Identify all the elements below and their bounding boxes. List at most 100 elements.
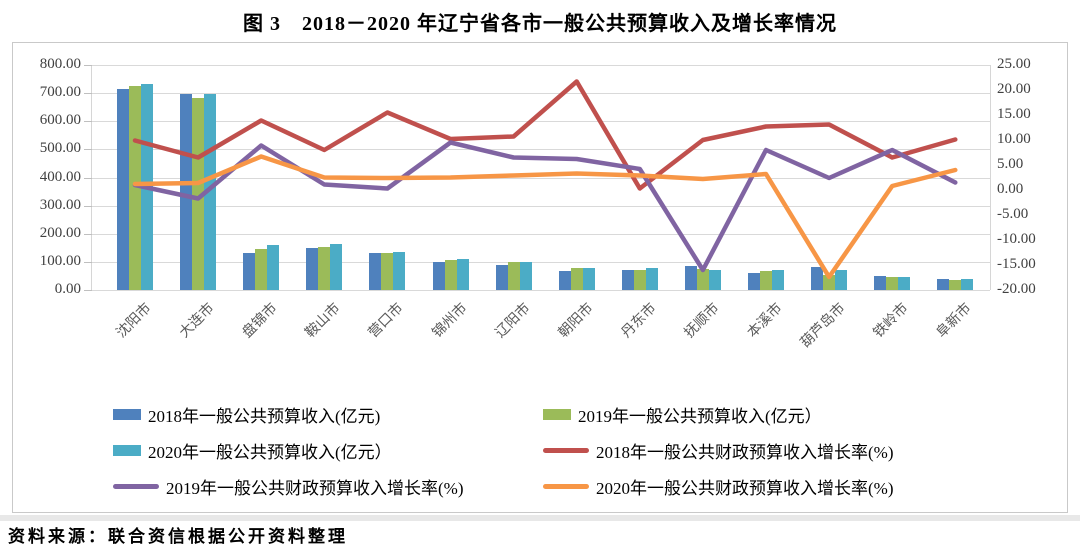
right-axis-label: -20.00	[997, 281, 1036, 297]
bar-2020年一般公共预算收入(亿元）-辽阳市	[519, 261, 532, 290]
left-axis-label: 700.00	[39, 84, 81, 101]
bar-2020年一般公共预算收入(亿元）-锦州市	[456, 258, 469, 290]
legend-bar-swatch	[543, 408, 571, 420]
bar-2019年一般公共预算收入(亿元）-盘锦市	[255, 248, 268, 290]
growth-lines-layer	[132, 79, 958, 280]
category-label-盘锦市: 盘锦市	[240, 300, 281, 342]
left-axis-label: 200.00	[39, 224, 81, 241]
right-axis-label: 25.00	[997, 56, 1031, 72]
bar-2019年一般公共预算收入(亿元）-辽阳市	[507, 262, 520, 290]
legend-line-swatch	[113, 483, 159, 489]
left-axis-label: 500.00	[39, 140, 81, 157]
category-label-营口市: 营口市	[366, 300, 407, 342]
bar-2018年一般公共预算收入(亿元)-本溪市	[748, 272, 760, 290]
gridline	[92, 290, 990, 291]
bar-2019年一般公共预算收入(亿元）-锦州市	[444, 260, 457, 290]
category-label-葫芦岛市: 葫芦岛市	[798, 300, 849, 352]
category-label-朝阳市: 朝阳市	[555, 300, 597, 342]
bar-2020年一般公共预算收入(亿元）-本溪市	[772, 270, 784, 290]
bar-2018年一般公共预算收入(亿元)-朝阳市	[558, 270, 571, 290]
gridline	[92, 149, 990, 151]
left-axis-tick	[84, 261, 92, 263]
left-axis-label: 800.00	[39, 56, 81, 72]
category-label-阜新市: 阜新市	[934, 300, 975, 342]
gridline	[92, 233, 990, 235]
right-axis-label: 15.00	[997, 106, 1031, 122]
category-label-沈阳市: 沈阳市	[114, 300, 155, 342]
gridline	[92, 93, 990, 95]
gridline	[92, 205, 990, 207]
bar-2018年一般公共预算收入(亿元)-营口市	[369, 253, 382, 290]
bar-2019年一般公共预算收入(亿元）-朝阳市	[570, 268, 583, 290]
right-axis-label: 10.00	[997, 131, 1031, 147]
category-label-铁岭市: 铁岭市	[871, 300, 912, 342]
legend-item: 2019年一般公共预算收入(亿元）	[543, 404, 822, 426]
legend-label: 2020年一般公共财政预算收入增长率(%)	[596, 478, 894, 498]
divider-strip	[0, 515, 1080, 521]
bar-2018年一般公共预算收入(亿元)-大连市	[180, 93, 193, 290]
right-axis-label: 5.00	[997, 156, 1024, 172]
line-2019年一般公共财政预算收入增长率(%)	[132, 140, 958, 273]
bar-2018年一般公共预算收入(亿元)-锦州市	[432, 262, 445, 290]
bar-2018年一般公共预算收入(亿元)-辽阳市	[495, 265, 508, 290]
category-label-丹东市: 丹东市	[618, 300, 660, 342]
legend-item: 2020年一般公共预算收入(亿元）	[113, 440, 392, 462]
left-axis-label: 100.00	[39, 252, 81, 269]
category-label-大连市: 大连市	[177, 300, 218, 342]
bar-2019年一般公共预算收入(亿元）-大连市	[192, 97, 205, 290]
bar-2018年一般公共预算收入(亿元)-葫芦岛市	[811, 266, 824, 290]
category-label-本溪市: 本溪市	[745, 300, 786, 342]
bar-2018年一般公共预算收入(亿元)-沈阳市	[117, 88, 129, 290]
left-axis-tick	[84, 177, 92, 179]
left-axis-tick	[84, 65, 92, 66]
bar-2019年一般公共预算收入(亿元）-丹东市	[633, 269, 646, 290]
legend-bar-swatch	[113, 444, 141, 456]
legend-item: 2020年一般公共财政预算收入增长率(%)	[543, 476, 894, 498]
right-axis-label: -5.00	[997, 206, 1029, 222]
left-axis-label: 0.00	[54, 281, 81, 297]
bar-2019年一般公共预算收入(亿元）-阜新市	[949, 279, 962, 290]
left-axis-label: 400.00	[39, 168, 81, 185]
bar-2018年一般公共预算收入(亿元)-阜新市	[937, 279, 950, 290]
category-label-辽阳市: 辽阳市	[492, 300, 534, 342]
legend-label: 2018年一般公共财政预算收入增长率(%)	[596, 442, 894, 462]
legend-line-swatch	[543, 483, 589, 489]
chart-area: 800.00 700.00 600.00 500.00 400.00 300.00 200.…	[12, 42, 1068, 513]
left-axis-tick	[84, 93, 92, 95]
left-axis-tick	[84, 149, 92, 151]
bar-2020年一般公共预算收入(亿元）-盘锦市	[267, 244, 280, 290]
right-axis-label: -10.00	[997, 231, 1036, 247]
bar-2018年一般公共预算收入(亿元)-铁岭市	[874, 275, 887, 290]
bar-2020年一般公共预算收入(亿元）-朝阳市	[582, 267, 595, 290]
legend-label: 2019年一般公共预算收入(亿元）	[578, 406, 822, 426]
category-label-鞍山市: 鞍山市	[303, 300, 344, 342]
gridline	[92, 177, 990, 179]
left-axis-tick	[84, 233, 92, 235]
bar-2020年一般公共预算收入(亿元）-葫芦岛市	[835, 270, 848, 290]
legend-label: 2018年一般公共预算收入(亿元)	[148, 406, 381, 426]
category-label-锦州市: 锦州市	[429, 300, 470, 342]
bar-2020年一般公共预算收入(亿元）-鞍山市	[330, 244, 343, 290]
source-note: 资料来源：联合资信根据公开资料整理	[8, 527, 348, 546]
bar-2019年一般公共预算收入(亿元）-鞍山市	[318, 247, 331, 290]
plot-area	[84, 65, 991, 291]
bar-2020年一般公共预算收入(亿元）-丹东市	[645, 268, 658, 290]
legend-item: 2018年一般公共财政预算收入增长率(%)	[543, 440, 894, 462]
right-axis-label: 20.00	[997, 81, 1031, 97]
bar-2018年一般公共预算收入(亿元)-盘锦市	[243, 252, 256, 290]
bar-2020年一般公共预算收入(亿元）-铁岭市	[898, 276, 911, 290]
legend-line-swatch	[543, 447, 589, 453]
figure-title: 图 3 2018－2020 年辽宁省各市一般公共预算收入及增长率情况	[243, 13, 837, 35]
bar-2019年一般公共预算收入(亿元）-葫芦岛市	[823, 275, 836, 290]
left-axis-tick	[84, 290, 92, 291]
left-axis-tick	[84, 121, 92, 123]
right-axis-label: 0.00	[997, 181, 1024, 197]
bar-2019年一般公共预算收入(亿元）-铁岭市	[886, 277, 899, 290]
legend-item: 2019年一般公共财政预算收入增长率(%)	[113, 476, 464, 498]
legend-item: 2018年一般公共预算收入(亿元)	[113, 404, 381, 426]
bar-2019年一般公共预算收入(亿元）-本溪市	[760, 270, 772, 290]
legend-bar-swatch	[113, 408, 141, 420]
legend-label: 2019年一般公共财政预算收入增长率(%)	[166, 478, 464, 498]
gridline	[92, 121, 990, 123]
left-axis-label: 600.00	[39, 112, 81, 129]
